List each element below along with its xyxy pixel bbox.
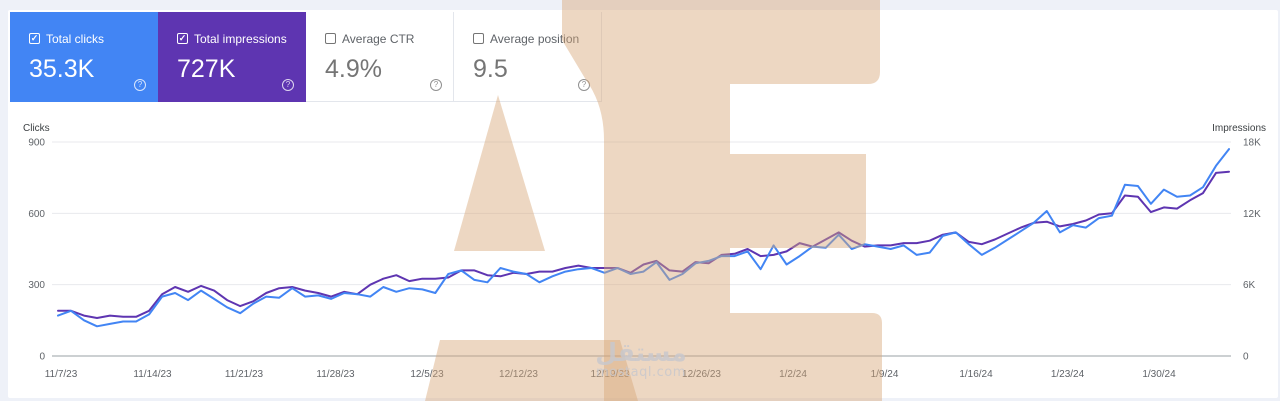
card-value: 727K: [177, 55, 236, 83]
x-tick-label: 11/14/23: [133, 369, 172, 380]
checkbox-checked-icon[interactable]: ✓: [177, 33, 188, 44]
total-clicks-card[interactable]: ✓ Total clicks 35.3K ?: [10, 12, 158, 102]
total-impressions-card[interactable]: ✓ Total impressions 727K ?: [158, 12, 306, 102]
help-circle-icon[interactable]: ?: [430, 79, 442, 91]
card-label: Average CTR: [342, 32, 415, 46]
x-tick-label: 1/2/24: [779, 369, 807, 380]
right-tick-label: 18K: [1243, 138, 1261, 149]
right-tick-label: 12K: [1243, 209, 1261, 220]
card-value: 4.9%: [325, 55, 382, 83]
help-circle-icon[interactable]: ?: [282, 79, 294, 91]
x-tick-label: 1/23/24: [1051, 369, 1085, 380]
right-axis-label: Impressions: [1212, 123, 1266, 134]
checkbox-unchecked-icon[interactable]: [325, 33, 336, 44]
grid: [52, 141, 1231, 357]
x-tick-label: 11/28/23: [316, 369, 355, 380]
average-ctr-card[interactable]: Average CTR 4.9% ?: [306, 12, 454, 102]
left-tick-label: 0: [39, 352, 45, 363]
checkbox-checked-icon[interactable]: ✓: [29, 33, 40, 44]
x-tick-label: 12/12/23: [499, 369, 538, 380]
x-tick-label: 12/26/23: [682, 369, 721, 380]
help-circle-icon[interactable]: ?: [578, 79, 590, 91]
card-label: Average position: [490, 32, 580, 46]
metric-cards: ✓ Total clicks 35.3K ? ✓ Total impressio…: [10, 12, 602, 102]
x-tick-label: 11/7/23: [45, 369, 78, 380]
clicks-series-line: [57, 148, 1230, 328]
left-axis-label: Clicks: [23, 123, 50, 134]
series-lines: [57, 148, 1230, 328]
checkbox-unchecked-icon[interactable]: [473, 33, 484, 44]
card-value: 35.3K: [29, 55, 95, 83]
left-tick-label: 300: [28, 280, 45, 291]
x-tick-label: 12/5/23: [410, 369, 444, 380]
card-label: Total clicks: [46, 32, 105, 46]
left-tick-label: 900: [28, 138, 45, 149]
impressions-series-line: [57, 170, 1230, 319]
right-tick-label: 6K: [1243, 280, 1256, 291]
x-tick-label: 1/9/24: [871, 369, 899, 380]
card-value: 9.5: [473, 55, 508, 83]
right-tick-label: 0: [1243, 352, 1249, 363]
x-tick-label: 12/19/23: [591, 369, 630, 380]
average-position-card[interactable]: Average position 9.5 ?: [454, 12, 602, 102]
x-tick-label: 1/30/24: [1142, 369, 1176, 380]
help-circle-icon[interactable]: ?: [134, 79, 146, 91]
card-label: Total impressions: [194, 32, 287, 46]
x-tick-label: 11/21/23: [225, 369, 264, 380]
left-tick-label: 600: [28, 209, 45, 220]
axis-ticks: 0 300 600 900 0 6K 12K 18K 11/7/23 11/14/23 11/21/…: [28, 138, 1261, 381]
x-tick-label: 1/16/24: [959, 369, 993, 380]
